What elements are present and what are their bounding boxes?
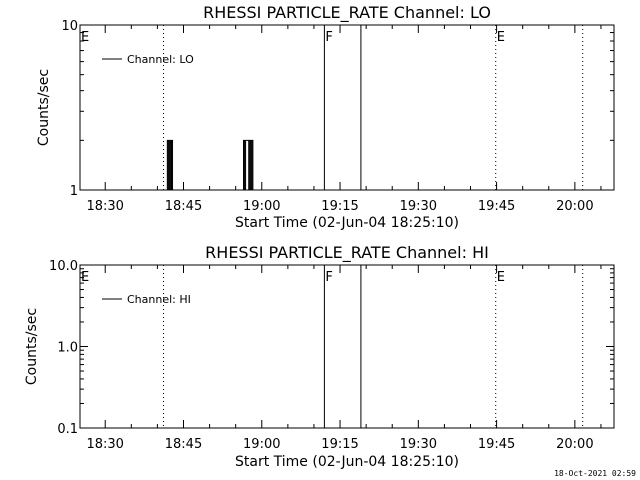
time-marker-label: E xyxy=(81,30,89,45)
y-tick-label: 0.1 xyxy=(57,422,78,437)
chart-title: RHESSI PARTICLE_RATE Channel: HI xyxy=(205,243,489,263)
chart-panel-2: RHESSI PARTICLE_RATE Channel: HI 0.1 1.0 10… xyxy=(24,243,615,470)
x-tick-label: 18:30 xyxy=(86,199,123,214)
x-axis-label: Start Time (02-Jun-04 18:25:10) xyxy=(235,215,459,231)
y-tick-label: 1.0 xyxy=(57,341,78,356)
y-tick-label: 10 xyxy=(61,19,78,34)
x-tick-label: 18:45 xyxy=(165,199,202,214)
y-tick-label: 10.0 xyxy=(49,259,78,274)
plot-frame xyxy=(79,264,615,429)
x-tick-label: 19:00 xyxy=(243,437,280,452)
y-axis-label: Counts/sec xyxy=(24,308,40,385)
x-tick-label: 19:45 xyxy=(478,437,515,452)
chart-title: RHESSI PARTICLE_RATE Channel: LO xyxy=(203,3,491,23)
legend-label: Channel: HI xyxy=(127,293,191,306)
legend: Channel: LO xyxy=(102,53,194,66)
x-tick-label: 19:30 xyxy=(400,437,437,452)
x-tick-label: 19:15 xyxy=(321,199,358,214)
chart-panel-1: RHESSI PARTICLE_RATE Channel: LO 1 10 18:30… xyxy=(36,3,615,231)
x-tick-label: 18:30 xyxy=(86,437,123,452)
legend: Channel: HI xyxy=(102,293,191,306)
x-tick-label: 18:45 xyxy=(165,437,202,452)
time-marker-label: E xyxy=(497,30,505,45)
x-tick-label: 20:00 xyxy=(556,437,593,452)
x-axis-label: Start Time (02-Jun-04 18:25:10) xyxy=(235,454,459,470)
y-tick-label: 1 xyxy=(70,184,78,199)
legend-label: Channel: LO xyxy=(127,53,194,66)
x-tick-label: 20:00 xyxy=(556,199,593,214)
x-tick-label: 19:15 xyxy=(321,437,358,452)
time-marker-label: E xyxy=(497,270,505,285)
plot-timestamp: 18-Oct-2021 02:59 xyxy=(554,469,636,478)
x-tick-label: 19:00 xyxy=(243,199,280,214)
y-axis-label: Counts/sec xyxy=(36,69,52,146)
time-marker-label: F xyxy=(325,30,332,45)
x-tick-label: 19:45 xyxy=(478,199,515,214)
series-line-1 xyxy=(166,139,255,191)
time-marker-label: F xyxy=(325,270,332,285)
time-marker-label: E xyxy=(81,270,89,285)
x-tick-label: 19:30 xyxy=(400,199,437,214)
plot-frame xyxy=(79,24,615,191)
